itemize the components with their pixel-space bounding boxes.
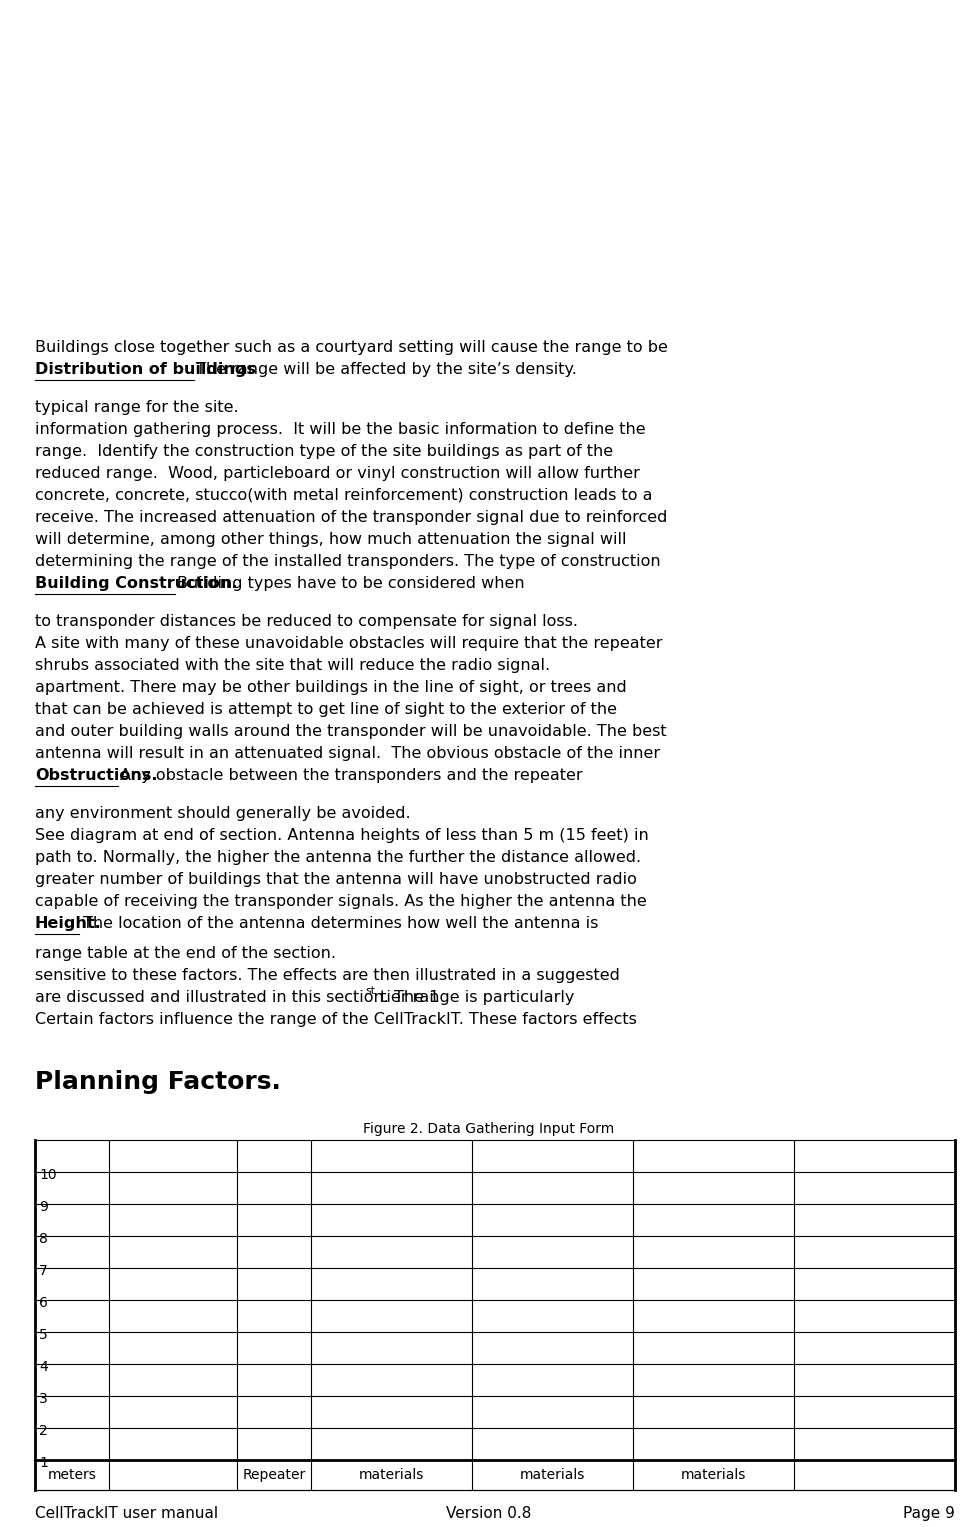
Text: 3: 3	[39, 1393, 48, 1406]
Text: to transponder distances be reduced to compensate for signal loss.: to transponder distances be reduced to c…	[35, 614, 577, 629]
Text: Figure 2. Data Gathering Input Form: Figure 2. Data Gathering Input Form	[363, 1122, 614, 1136]
Text: 1: 1	[39, 1457, 48, 1471]
Text: and outer building walls around the transponder will be unavoidable. The best: and outer building walls around the tran…	[35, 724, 666, 739]
Text: information gathering process.  It will be the basic information to define the: information gathering process. It will b…	[35, 421, 645, 437]
Text: materials: materials	[680, 1467, 745, 1483]
Text: Building Construction.: Building Construction.	[35, 576, 237, 591]
Text: materials: materials	[359, 1467, 424, 1483]
Text: are discussed and illustrated in this section. The 1: are discussed and illustrated in this se…	[35, 989, 439, 1005]
Text: Planning Factors.: Planning Factors.	[35, 1070, 280, 1093]
Text: Buildings close together such as a courtyard setting will cause the range to be: Buildings close together such as a court…	[35, 341, 667, 354]
Text: See diagram at end of section. Antenna heights of less than 5 m (15 feet) in: See diagram at end of section. Antenna h…	[35, 828, 648, 843]
Text: A site with many of these unavoidable obstacles will require that the repeater: A site with many of these unavoidable ob…	[35, 637, 661, 651]
Text: shrubs associated with the site that will reduce the radio signal.: shrubs associated with the site that wil…	[35, 658, 549, 673]
Text: Certain factors influence the range of the CellTrackIT. These factors effects: Certain factors influence the range of t…	[35, 1012, 636, 1028]
Text: Height.: Height.	[35, 916, 102, 931]
Text: apartment. There may be other buildings in the line of sight, or trees and: apartment. There may be other buildings …	[35, 680, 626, 695]
Text: sensitive to these factors. The effects are then illustrated in a suggested: sensitive to these factors. The effects …	[35, 968, 619, 983]
Text: will determine, among other things, how much attenuation the signal will: will determine, among other things, how …	[35, 531, 626, 547]
Text: determining the range of the installed transponders. The type of construction: determining the range of the installed t…	[35, 554, 659, 570]
Text: path to. Normally, the higher the antenna the further the distance allowed.: path to. Normally, the higher the antenn…	[35, 851, 641, 864]
Text: st: st	[364, 986, 375, 996]
Text: 10: 10	[39, 1168, 57, 1182]
Text: Repeater: Repeater	[242, 1467, 306, 1483]
Text: 5: 5	[39, 1328, 48, 1342]
Text: greater number of buildings that the antenna will have unobstructed radio: greater number of buildings that the ant…	[35, 872, 636, 887]
Text: Building types have to be considered when: Building types have to be considered whe…	[177, 576, 524, 591]
Text: The location of the antenna determines how well the antenna is: The location of the antenna determines h…	[83, 916, 598, 931]
Text: tier range is particularly: tier range is particularly	[375, 989, 574, 1005]
Text: CellTrackIT user manual: CellTrackIT user manual	[35, 1506, 218, 1521]
Text: receive. The increased attenuation of the transponder signal due to reinforced: receive. The increased attenuation of th…	[35, 510, 666, 525]
Text: Distribution of buildings: Distribution of buildings	[35, 362, 256, 377]
Text: 8: 8	[39, 1232, 48, 1246]
Text: materials: materials	[520, 1467, 584, 1483]
Text: range.  Identify the construction type of the site buildings as part of the: range. Identify the construction type of…	[35, 444, 613, 460]
Text: The range will be affected by the site’s density.: The range will be affected by the site’s…	[195, 362, 576, 377]
Text: concrete, concrete, stucco(with metal reinforcement) construction leads to a: concrete, concrete, stucco(with metal re…	[35, 489, 652, 502]
Text: 2: 2	[39, 1425, 48, 1438]
Text: range table at the end of the section.: range table at the end of the section.	[35, 947, 336, 960]
Text: meters: meters	[47, 1467, 96, 1483]
Text: Any obstacle between the transponders and the repeater: Any obstacle between the transponders an…	[119, 768, 581, 783]
Text: 4: 4	[39, 1361, 48, 1374]
Text: any environment should generally be avoided.: any environment should generally be avoi…	[35, 806, 410, 822]
Text: 9: 9	[39, 1200, 48, 1214]
Text: that can be achieved is attempt to get line of sight to the exterior of the: that can be achieved is attempt to get l…	[35, 702, 616, 718]
Text: capable of receiving the transponder signals. As the higher the antenna the: capable of receiving the transponder sig…	[35, 893, 646, 909]
Text: typical range for the site.: typical range for the site.	[35, 400, 238, 415]
Text: 7: 7	[39, 1264, 48, 1278]
Text: Version 0.8: Version 0.8	[446, 1506, 531, 1521]
Text: antenna will result in an attenuated signal.  The obvious obstacle of the inner: antenna will result in an attenuated sig…	[35, 747, 659, 760]
Text: Obstructions.: Obstructions.	[35, 768, 157, 783]
Text: reduced range.  Wood, particleboard or vinyl construction will allow further: reduced range. Wood, particleboard or vi…	[35, 466, 639, 481]
Text: Page 9: Page 9	[902, 1506, 954, 1521]
Text: 6: 6	[39, 1296, 48, 1310]
